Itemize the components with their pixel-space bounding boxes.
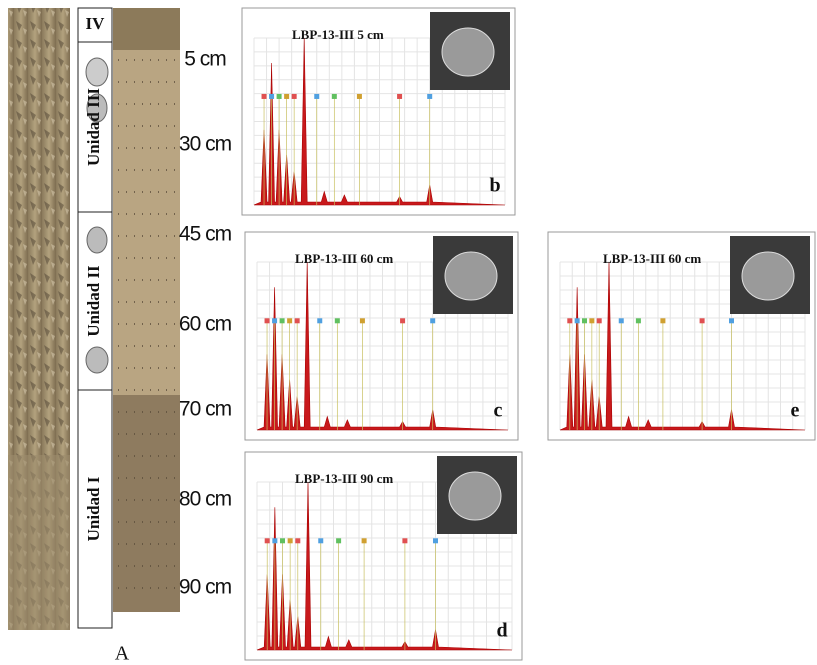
peak-marker — [359, 318, 365, 324]
sem-particle — [448, 471, 502, 521]
peak-marker — [284, 93, 290, 99]
sem-particle — [441, 27, 495, 77]
peak-marker — [402, 538, 408, 544]
peak-marker — [397, 93, 403, 99]
depth-label: 70 cm — [179, 398, 232, 421]
peak-marker — [596, 318, 602, 324]
peak-marker — [589, 318, 595, 324]
peak-marker — [427, 93, 433, 99]
panel-title: LBP-13-III 5 cm — [292, 27, 384, 42]
depth-label: 60 cm — [179, 313, 232, 336]
panel-letter: d — [496, 620, 507, 642]
peak-marker — [336, 538, 342, 544]
peak-marker — [294, 318, 300, 324]
peak-marker — [635, 318, 641, 324]
peak-marker — [287, 318, 293, 324]
depth-label: 45 cm — [179, 223, 232, 246]
core-photo-lower — [8, 455, 70, 630]
core-bottom — [113, 395, 180, 612]
panel-title: LBP-13-III 60 cm — [603, 251, 701, 266]
depth-label: 90 cm — [179, 576, 232, 599]
unit-label: Unidad I — [84, 476, 103, 541]
panel-title: LBP-13-III 60 cm — [295, 251, 393, 266]
sem-particle — [741, 251, 795, 301]
peak-marker — [331, 93, 337, 99]
peak-marker — [433, 538, 438, 544]
shell-icon — [85, 57, 109, 87]
shell-icon — [86, 93, 108, 123]
depth-label: 80 cm — [179, 488, 232, 511]
panel-title: LBP-13-III 90 cm — [295, 471, 393, 486]
peak-marker — [272, 538, 278, 544]
depth-label: 5 cm — [184, 48, 226, 71]
peak-marker — [269, 93, 275, 99]
peak-marker — [279, 318, 285, 324]
peak-marker — [295, 538, 301, 544]
peak-marker — [314, 93, 320, 99]
peak-marker — [318, 538, 324, 544]
peak-marker — [361, 538, 367, 544]
peak-marker — [287, 538, 293, 544]
panel-letter: e — [791, 400, 800, 422]
unit-label: Unidad II — [84, 265, 103, 337]
peak-marker — [660, 318, 666, 324]
shell-icon — [85, 346, 109, 374]
panel-letter: b — [489, 175, 500, 197]
peak-marker — [618, 318, 624, 324]
unit-label: IV — [86, 14, 106, 33]
peak-marker — [567, 318, 573, 324]
panel-label: A — [115, 643, 130, 665]
peak-marker — [280, 538, 285, 544]
peak-marker — [264, 538, 270, 544]
peak-marker — [729, 318, 734, 324]
peak-marker — [430, 318, 436, 324]
panel-letter: c — [494, 400, 503, 422]
unit-label: Unidad III — [84, 88, 103, 166]
peak-marker — [276, 93, 282, 99]
peak-marker — [400, 318, 406, 324]
sem-particle — [444, 251, 498, 301]
peak-marker — [317, 318, 323, 324]
peak-marker — [574, 318, 580, 324]
shell-icon — [86, 226, 108, 254]
peak-marker — [582, 318, 587, 324]
core-top — [113, 8, 180, 50]
peak-marker — [291, 93, 297, 99]
peak-marker — [356, 93, 362, 99]
peak-marker — [699, 318, 705, 324]
peak-marker — [264, 318, 270, 324]
depth-label: 30 cm — [179, 133, 232, 156]
peak-marker — [334, 318, 340, 324]
peak-marker — [272, 318, 278, 324]
peak-marker — [261, 93, 267, 99]
